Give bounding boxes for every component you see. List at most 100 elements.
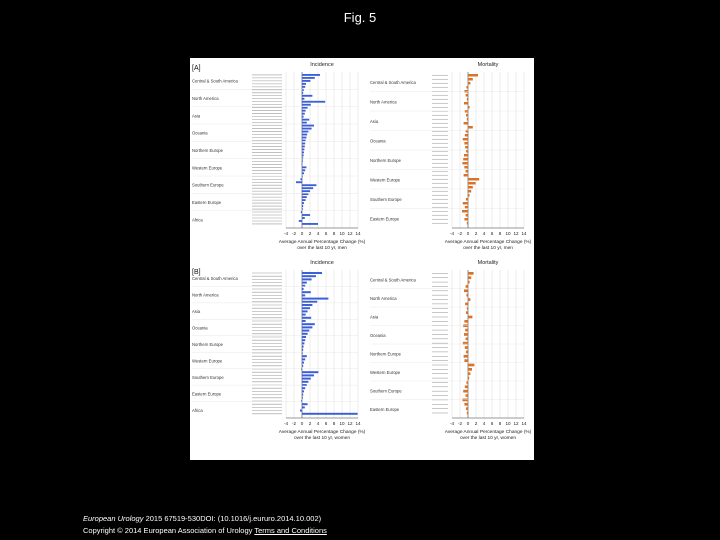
bar — [465, 170, 468, 173]
x-axis-label: Average Annual Percentage Change (%) — [445, 239, 532, 245]
x-tick-label: 14 — [355, 231, 361, 236]
x-tick-label: 2 — [475, 231, 478, 236]
x-tick-label: 0 — [467, 231, 470, 236]
bar — [466, 86, 468, 89]
bar — [302, 214, 310, 216]
bar — [302, 300, 318, 303]
bar — [302, 94, 313, 97]
bar — [302, 166, 307, 169]
bar — [302, 288, 304, 290]
bar — [298, 220, 302, 222]
bar — [464, 110, 468, 113]
bar — [302, 145, 305, 148]
x-tick-label: 2 — [475, 421, 478, 426]
group-label: Eastern Europe — [192, 200, 222, 205]
x-tick-label: 0 — [301, 231, 304, 236]
group-label: Oceania — [370, 138, 386, 143]
bar — [302, 316, 312, 319]
bar — [465, 146, 468, 149]
bar — [302, 82, 306, 85]
copyright-text: Copyright © 2014 European Association of… — [83, 526, 253, 535]
bar — [464, 218, 468, 221]
x-axis-label: Average Annual Percentage Change (%) — [279, 429, 366, 435]
x-tick-label: 12 — [347, 421, 353, 426]
bar — [468, 280, 470, 284]
bar — [302, 320, 306, 322]
bar — [300, 409, 302, 412]
bar — [464, 333, 468, 336]
bar — [302, 352, 303, 354]
bar — [468, 298, 471, 301]
group-label: Northern Europe — [370, 158, 402, 163]
group-label: Asia — [192, 309, 201, 314]
bar — [302, 199, 306, 202]
x-tick-label: -2 — [292, 231, 297, 236]
bar — [302, 154, 304, 157]
bar — [302, 157, 304, 160]
group-label: Eastern Europe — [370, 407, 400, 412]
x-tick-label: 6 — [325, 421, 328, 426]
x-tick-label: 0 — [301, 421, 304, 426]
bar — [464, 102, 468, 105]
bar — [302, 124, 314, 127]
bar — [464, 320, 468, 323]
bar — [302, 377, 311, 380]
bar — [464, 90, 468, 93]
bar — [302, 342, 305, 345]
bar — [302, 100, 326, 103]
chart-a-incidence: Incidence -4 -2 0 2 4 6 8 10 12 14 Central & South … — [192, 62, 366, 251]
group-label: North America — [192, 293, 219, 298]
bar — [302, 109, 306, 112]
figure-title: Fig. 5 — [343, 10, 377, 25]
chart-title: Mortality — [478, 62, 499, 68]
group-label: Western Europe — [370, 177, 401, 182]
bar — [302, 345, 304, 348]
group-label: North America — [370, 296, 397, 301]
bar — [465, 285, 468, 288]
bar — [468, 315, 473, 319]
bar — [302, 175, 303, 178]
bar — [302, 336, 306, 338]
bar — [466, 306, 468, 310]
bar — [302, 112, 305, 115]
bar — [302, 184, 317, 187]
bar — [302, 97, 305, 100]
x-tick-label: 14 — [355, 421, 361, 426]
x-tick-label: 14 — [521, 421, 527, 426]
x-axis-label-line2: over the last 10 yr, women — [294, 435, 350, 441]
chart-b-incidence: Incidence -4 -2 0 2 4 6 8 10 12 14 Central & South … — [192, 260, 366, 441]
group-label: Central & South America — [192, 276, 239, 281]
bar — [463, 174, 468, 177]
terms-link[interactable]: Terms and Conditions — [254, 526, 327, 535]
figure-panel: [A] [B] Incidence -4 -2 0 2 4 6 8 10 12 14 Central & … — [190, 58, 534, 460]
bar — [465, 214, 468, 217]
x-tick-label: 4 — [483, 421, 486, 426]
bar — [302, 91, 304, 94]
group-label: North America — [370, 99, 397, 104]
bar — [468, 182, 476, 185]
bar — [302, 103, 311, 106]
group-label: Western Europe — [192, 358, 223, 363]
citation-line: European Urology 2015 67519-530DOI: (10.… — [83, 513, 327, 525]
bar — [302, 142, 306, 145]
group-label: Asia — [370, 119, 379, 124]
bar — [302, 148, 305, 151]
bar — [468, 272, 474, 275]
bar — [302, 121, 307, 124]
bar — [462, 138, 468, 141]
bar — [464, 359, 468, 362]
bar — [302, 355, 307, 358]
group-label: Central & South America — [192, 79, 239, 84]
bar — [302, 115, 304, 118]
x-tick-label: -2 — [292, 421, 297, 426]
bar — [462, 210, 468, 213]
bar — [464, 142, 468, 145]
bar — [302, 190, 310, 193]
bar — [302, 329, 310, 332]
group-label: Western Europe — [192, 165, 223, 170]
bar — [468, 276, 472, 280]
group-label: North America — [192, 96, 219, 101]
x-tick-label: 8 — [333, 421, 336, 426]
x-tick-label: 10 — [339, 421, 345, 426]
x-tick-label: 2 — [309, 421, 312, 426]
